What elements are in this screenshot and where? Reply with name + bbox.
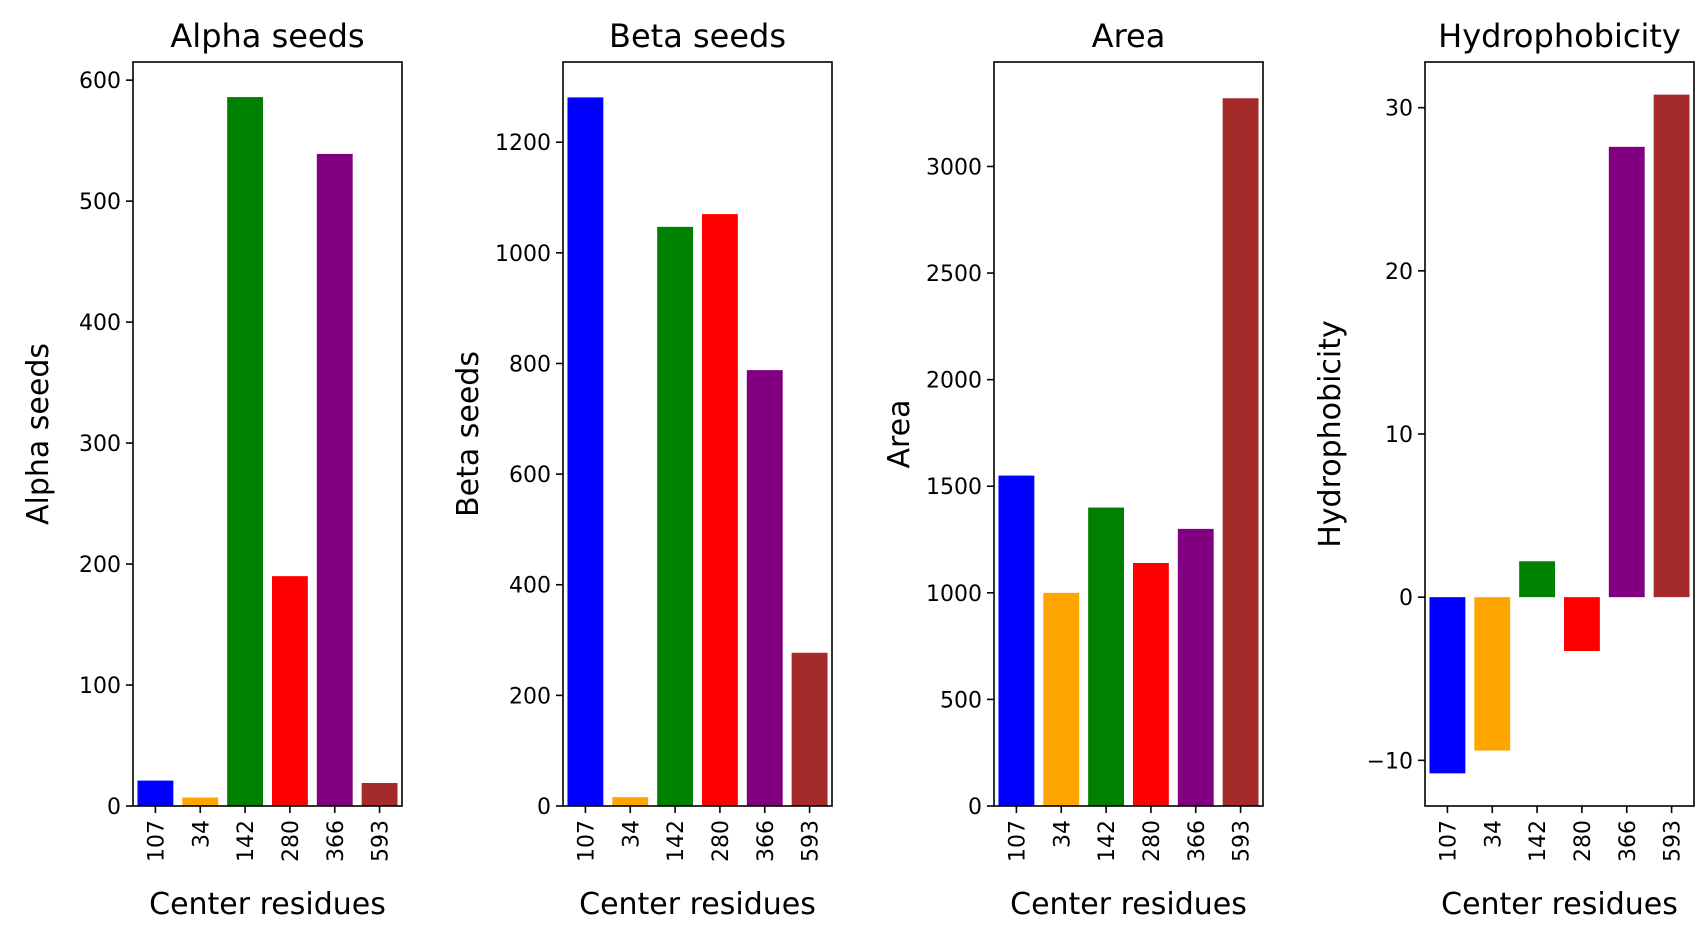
x-tick-label: 107	[1436, 820, 1461, 862]
x-tick-label: 34	[1481, 820, 1506, 848]
bar-593	[1222, 98, 1259, 807]
y-tick-label: 800	[509, 352, 551, 377]
bar-593	[1653, 94, 1690, 598]
y-tick-label: 10	[1385, 423, 1413, 448]
y-tick-label: 0	[968, 795, 982, 820]
panel-title: Area	[1092, 17, 1166, 55]
bar-34	[1474, 597, 1511, 751]
y-tick-label: 200	[509, 684, 551, 709]
y-tick-label: 400	[509, 574, 551, 599]
bar-34	[182, 797, 219, 806]
y-tick-label: 500	[79, 190, 121, 215]
panel-title: Hydrophobicity	[1438, 17, 1681, 55]
y-axis-label: Area	[882, 399, 917, 468]
bar-34	[1043, 592, 1080, 806]
x-tick-label: 142	[234, 820, 259, 862]
y-tick-label: 200	[79, 553, 121, 578]
y-tick-label: 1000	[495, 242, 551, 267]
x-tick-label: 34	[189, 820, 214, 848]
y-tick-label: 20	[1385, 260, 1413, 285]
bar-34	[612, 797, 649, 806]
y-tick-label: 1500	[926, 475, 982, 500]
y-tick-label: 0	[537, 795, 551, 820]
y-tick-label: 600	[509, 463, 551, 488]
bar-107	[567, 97, 604, 806]
x-tick-label: 280	[709, 820, 734, 862]
y-tick-label: 2000	[926, 369, 982, 394]
axes-frame	[132, 61, 403, 807]
x-tick-label: 366	[324, 820, 349, 862]
bar-366	[1608, 146, 1645, 598]
bar-366	[316, 153, 353, 806]
bar-593	[361, 783, 398, 806]
y-tick-label: 1200	[495, 131, 551, 156]
x-tick-label: 280	[1571, 820, 1596, 862]
x-tick-label: 280	[1140, 820, 1165, 862]
y-tick-label: 0	[107, 795, 121, 820]
x-axis-label: Center residues	[579, 887, 816, 922]
panel-alpha-seeds: 0 100 200 300 400 500 600 107 34 142 280 366 593 Alph…	[21, 17, 403, 922]
x-tick-label: 107	[1005, 820, 1030, 862]
x-tick-label: 593	[369, 820, 394, 862]
x-axis-label: Center residues	[1010, 887, 1247, 922]
y-tick-label: 100	[79, 674, 121, 699]
y-tick-label: 3000	[926, 155, 982, 180]
x-tick-label: 366	[1616, 820, 1641, 862]
bar-280	[271, 576, 308, 806]
bar-593	[791, 652, 828, 806]
bar-366	[1177, 528, 1214, 806]
bar-107	[1429, 597, 1466, 774]
y-tick-label: 0	[1399, 586, 1413, 611]
x-tick-label: 107	[144, 820, 169, 862]
bar-142	[1088, 507, 1125, 806]
bar-107	[137, 780, 174, 806]
x-tick-label: 366	[1185, 820, 1210, 862]
x-tick-label: 593	[1230, 820, 1255, 862]
x-tick-label: 142	[1095, 820, 1120, 862]
axes-frame	[562, 61, 833, 807]
y-tick-label: 2500	[926, 262, 982, 287]
bar-366	[746, 370, 783, 806]
axes-frame	[993, 61, 1264, 807]
x-tick-label: 34	[1050, 820, 1075, 848]
x-tick-label: 280	[279, 820, 304, 862]
y-tick-label: 600	[79, 69, 121, 94]
panel-title: Alpha seeds	[170, 17, 364, 55]
bar-142	[657, 226, 694, 807]
bar-280	[701, 214, 738, 806]
bar-280	[1563, 597, 1600, 651]
y-tick-label: 300	[79, 432, 121, 457]
panel-area: 0 500 1000 1500 2000 2500 3000 107 34 142 280 366 59…	[882, 17, 1264, 922]
panel-title: Beta seeds	[609, 17, 786, 55]
panel-hydrophobicity: −10 0 10 20 30 107 34 142 280 366 593 Hydrophobicit…	[1313, 17, 1695, 922]
y-tick-label: 1000	[926, 582, 982, 607]
bar-142	[1519, 561, 1556, 598]
x-tick-label: 34	[619, 820, 644, 848]
x-axis-label: Center residues	[1441, 887, 1678, 922]
y-axis-label: Beta seeds	[451, 351, 486, 517]
y-axis-label: Alpha seeds	[21, 343, 56, 525]
bar-280	[1132, 562, 1169, 806]
bar-142	[227, 97, 264, 806]
x-tick-label: 107	[574, 820, 599, 862]
x-tick-label: 142	[1526, 820, 1551, 862]
x-axis-label: Center residues	[149, 887, 386, 922]
x-tick-label: 366	[754, 820, 779, 862]
y-tick-label: 30	[1385, 97, 1413, 122]
y-tick-label: −10	[1367, 749, 1413, 774]
y-axis-label: Hydrophobicity	[1313, 320, 1348, 548]
panel-beta-seeds: 0 200 400 600 800 1000 1200 107 34 142 280 366 593 Be…	[451, 17, 833, 922]
x-tick-label: 593	[799, 820, 824, 862]
y-tick-label: 500	[940, 688, 982, 713]
x-tick-label: 593	[1661, 820, 1686, 862]
x-tick-label: 142	[664, 820, 689, 862]
bar-107	[998, 475, 1035, 806]
y-tick-label: 400	[79, 311, 121, 336]
